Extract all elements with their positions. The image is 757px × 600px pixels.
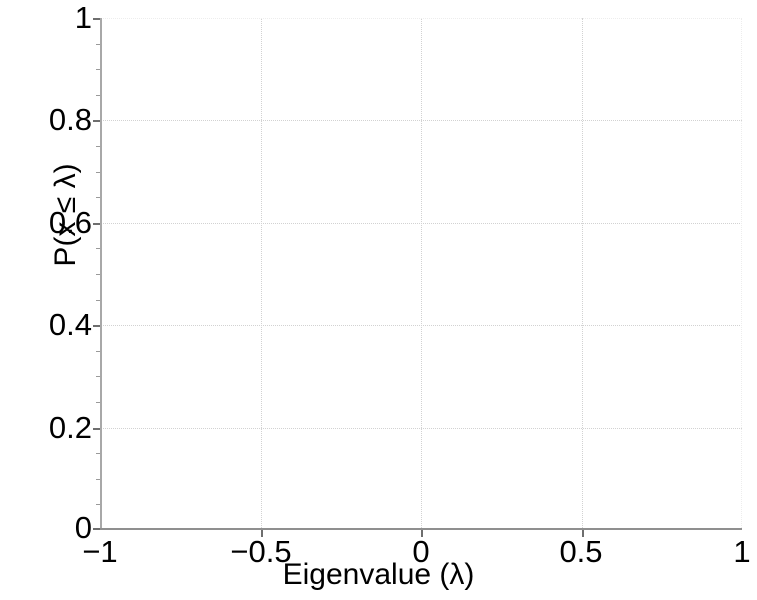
y-minor-tick: [96, 43, 100, 45]
y-minor-tick: [96, 274, 100, 275]
y-minor-tick: [96, 376, 100, 378]
y-minor-tick: [96, 248, 100, 250]
x-tick-0.5: [581, 530, 584, 537]
y-tick-label-1: 1: [74, 0, 92, 35]
y-minor-tick: [96, 504, 100, 506]
y-axis-title: P(x ≤ λ): [49, 163, 82, 267]
x-axis-title: Eigenvalue (λ): [282, 558, 475, 591]
spine-top: [100, 18, 742, 20]
x-tick-label--1: −1: [82, 534, 118, 569]
y-minor-tick: [96, 171, 100, 173]
x-axis-line: [100, 528, 742, 530]
y-minor-tick: [96, 453, 100, 455]
y-minor-tick: [96, 69, 100, 71]
y-axis-line: [100, 18, 102, 530]
y-tick-0.4: [93, 325, 100, 328]
y-tick-label-0: 0: [74, 510, 92, 545]
x-tick-label-0.5: 0.5: [559, 534, 603, 569]
x-tick--0.5: [260, 530, 263, 537]
y-minor-tick: [96, 478, 100, 480]
y-tick-0.6: [93, 222, 100, 225]
gridline-vertical-0: [421, 18, 422, 530]
y-tick-0: [93, 528, 100, 530]
y-tick-label-0.2: 0.2: [48, 410, 92, 445]
x-tick-label--0.5: −0.5: [230, 534, 292, 569]
y-tick-0.8: [93, 120, 100, 123]
y-minor-tick: [96, 146, 100, 147]
y-tick-label-0.6: 0.6: [48, 205, 92, 240]
x-tick-label-0: 0: [412, 534, 430, 569]
gridline-vertical--0.5: [260, 18, 262, 530]
y-minor-tick: [96, 94, 100, 96]
y-tick-0.2: [93, 427, 100, 430]
x-tick-0: [421, 530, 423, 537]
y-minor-tick: [96, 350, 100, 352]
y-minor-tick: [96, 299, 100, 301]
y-minor-tick: [96, 402, 100, 403]
gridline-vertical-0.5: [581, 18, 583, 530]
data-series-layer: [100, 18, 742, 530]
x-tick-label-1: 1: [733, 534, 751, 569]
y-tick-label-0.4: 0.4: [48, 307, 92, 342]
plot-area: [93, 18, 742, 537]
spine-right: [740, 18, 742, 530]
y-tick-1: [93, 18, 100, 20]
y-minor-tick: [96, 197, 100, 199]
y-tick-label-0.8: 0.8: [48, 102, 92, 137]
